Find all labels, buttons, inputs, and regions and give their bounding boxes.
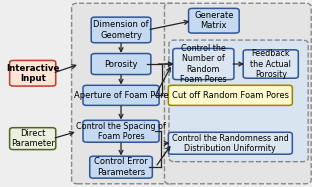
- Text: Control Error
Parameters: Control Error Parameters: [94, 157, 148, 177]
- FancyBboxPatch shape: [243, 50, 298, 78]
- Text: Cut off Random Foam Pores: Cut off Random Foam Pores: [172, 91, 289, 100]
- FancyBboxPatch shape: [173, 48, 234, 80]
- FancyBboxPatch shape: [83, 85, 159, 105]
- Text: Generate
Matrix: Generate Matrix: [194, 11, 234, 30]
- Text: Control the Spacing of
Foam Pores: Control the Spacing of Foam Pores: [76, 122, 166, 141]
- Text: Control the
Number of
Random
Foam Pores: Control the Number of Random Foam Pores: [180, 44, 227, 84]
- FancyBboxPatch shape: [72, 3, 176, 184]
- Text: Dimension of
Geometry: Dimension of Geometry: [93, 20, 149, 40]
- FancyBboxPatch shape: [188, 8, 239, 33]
- Text: Interactive
Input: Interactive Input: [6, 64, 59, 83]
- FancyBboxPatch shape: [90, 156, 152, 178]
- FancyBboxPatch shape: [10, 60, 56, 86]
- FancyBboxPatch shape: [10, 128, 56, 150]
- FancyBboxPatch shape: [168, 85, 292, 105]
- Text: Feedback
the Actual
Porosity: Feedback the Actual Porosity: [250, 49, 291, 79]
- FancyBboxPatch shape: [83, 120, 159, 142]
- FancyBboxPatch shape: [168, 132, 292, 154]
- FancyBboxPatch shape: [169, 40, 308, 162]
- Text: Control the Randomness and
Distribution Uniformity: Control the Randomness and Distribution …: [172, 134, 289, 153]
- FancyBboxPatch shape: [91, 17, 151, 43]
- Text: Porosity: Porosity: [104, 59, 138, 68]
- FancyBboxPatch shape: [91, 53, 151, 75]
- Text: Direct
Parameter: Direct Parameter: [11, 129, 55, 148]
- FancyBboxPatch shape: [164, 3, 311, 184]
- Text: Aperture of Foam Pore: Aperture of Foam Pore: [74, 91, 168, 100]
